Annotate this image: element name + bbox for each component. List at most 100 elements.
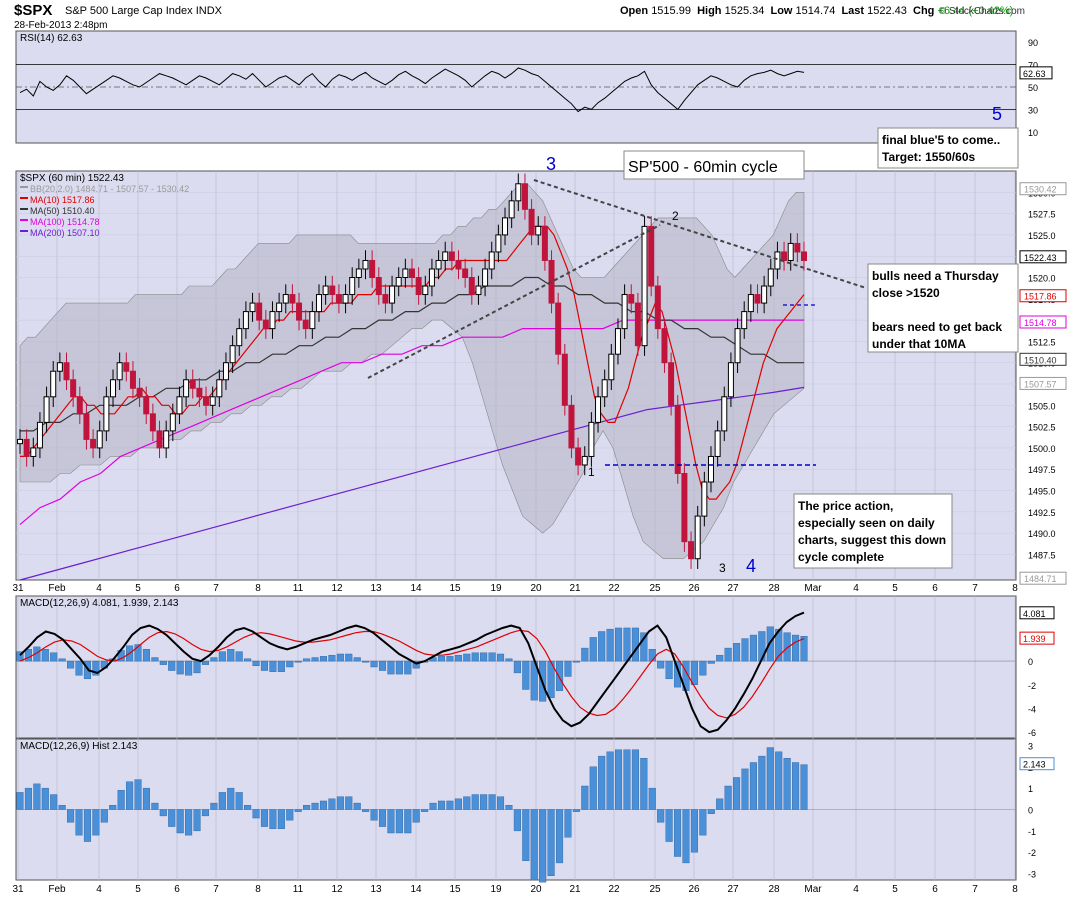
target-note-line: final blue'5 to come.. [882,133,1000,147]
x-tick-label: 7 [213,583,219,594]
price-box [1019,571,1067,585]
hist-title: MACD(12,26,9) Hist 2.143 [20,741,138,752]
histogram-bar [657,809,665,823]
title-annotation-box [623,150,805,180]
macd-hist-bar [395,660,403,675]
price-tick-label: 1502.5 [1028,423,1056,433]
x-tick-label: 7 [972,583,978,594]
macd-hist-bar [412,660,420,669]
macd-tick-label: -4 [1028,704,1036,714]
histogram-bar [41,787,49,810]
histogram-bar [421,809,429,812]
macd-hist-bar [454,654,462,662]
candle [369,259,376,279]
histogram-bar [277,809,285,829]
x-tick-label: 7 [972,884,978,895]
macd-hist-bar [741,638,749,662]
macd-hist-bar [522,660,530,690]
histogram-bar [395,809,403,834]
high-label: High [697,5,722,17]
chg-value: +6.44 (+0.42%) [937,5,1014,17]
x-tick-label: 5 [892,583,898,594]
histogram-bar [16,792,24,810]
price-tick-label: 1512.5 [1028,337,1056,347]
price-title: $SPX (60 min) 1522.43 [20,173,124,184]
signal-price-box [1019,631,1055,645]
macd-price-value: 4.081 [1023,609,1046,619]
histogram-bar [513,809,521,832]
macd-hist-bar [699,660,707,676]
macd-hist-bar [235,651,243,662]
candle [302,319,309,330]
price-tick-label: 1490.0 [1028,529,1056,539]
price-tick-label: 1487.5 [1028,550,1056,560]
macd-hist-bar [733,643,741,662]
legend-entry: BB(20,2.0) 1484.71 - 1507.57 - 1530.42 [30,184,189,194]
x-tick-label: Mar [804,583,822,594]
candle [30,447,37,457]
price-tick-label: 1525.0 [1028,231,1056,241]
candle [70,379,77,398]
x-tick-label: 8 [1012,583,1018,594]
macd-hist-bar [260,660,269,671]
chart-annotation-title: SP'500 - 60min cycle [628,159,778,176]
x-tick-label: 13 [370,583,382,594]
candle [196,387,203,398]
ma100-line [19,319,804,526]
candle [309,311,316,330]
histogram-bar [235,792,243,810]
rsi-tick-label: 90 [1028,38,1038,48]
candle [375,277,382,296]
chart-datetime: 28-Feb-2013 2:48pm [14,20,108,31]
macd-hist-bar [690,660,698,685]
histogram-bar [766,747,774,810]
last-label: Last [841,5,865,17]
last-value: 1522.43 [867,5,907,17]
candle [475,285,482,296]
ohlc-readout: Open 1515.99 High 1525.34 Low 1514.74 La… [620,5,1013,17]
x-tick-label: 22 [608,884,620,895]
candle [289,294,296,304]
histogram-bar [109,805,117,810]
macd-hist-bar [488,652,496,662]
candle [482,268,489,287]
rsi-price-value: 62.63 [1023,69,1046,79]
candle [90,438,97,449]
macd-tick-label: -6 [1028,728,1036,738]
histogram-bar [463,796,471,810]
candle [428,268,435,287]
wave-3-label: 3 [546,154,556,174]
legend-swatch [20,219,28,221]
candle [402,268,409,279]
price-box [1019,376,1067,390]
candle [787,242,794,261]
hist-tick-label: -1 [1028,827,1036,837]
price-tick-label: 1495.0 [1028,487,1056,497]
histogram-bar [446,800,454,810]
macd-hist-bar [555,660,564,691]
candle [575,447,582,466]
x-tick-label: 7 [213,884,219,895]
legend-swatch [20,197,28,199]
macd-hist-bar [227,649,235,662]
candle [17,438,23,445]
histogram-bar [319,800,328,810]
histogram-bar [362,809,370,812]
histogram-bar [24,787,32,810]
mark-1-label: 1 [588,465,595,479]
histogram-bar [370,809,378,821]
x-tick-label: 6 [174,884,180,895]
hist-tick-label: 1 [1028,784,1033,794]
candle [262,319,269,330]
histogram-bar [201,809,209,817]
macd-hist-bar [252,660,260,667]
candle [681,472,688,543]
histogram-bar [429,802,437,810]
histogram-bar [707,809,715,814]
macd-hist-bar [92,660,100,676]
candle [222,362,229,381]
candle [236,328,243,347]
histogram-bar [193,809,201,832]
candle [528,208,535,236]
histogram-bar [353,802,361,810]
